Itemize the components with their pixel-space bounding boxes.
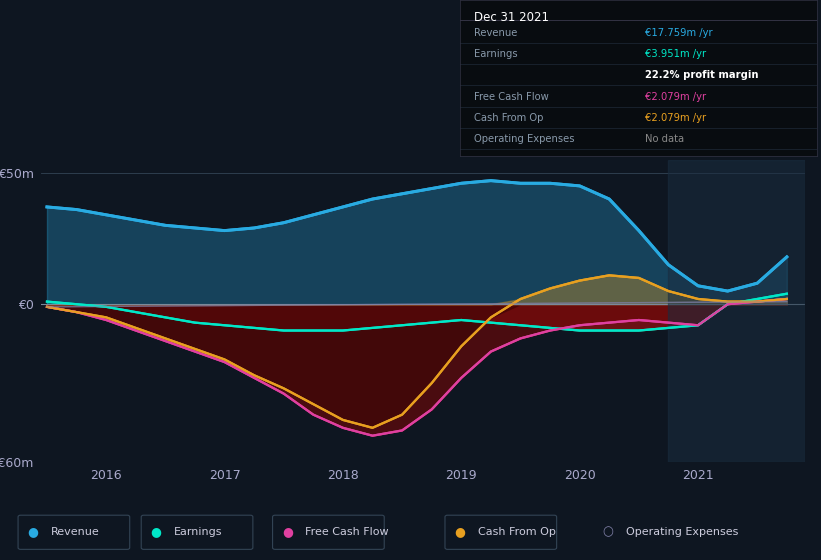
Text: Cash From Op: Cash From Op: [474, 113, 544, 123]
Text: Earnings: Earnings: [174, 527, 222, 537]
Text: €2.079m /yr: €2.079m /yr: [645, 92, 707, 102]
Text: ●: ●: [150, 525, 162, 539]
Text: Revenue: Revenue: [474, 28, 517, 38]
Text: ●: ●: [27, 525, 39, 539]
Text: €2.079m /yr: €2.079m /yr: [645, 113, 707, 123]
Text: Cash From Op: Cash From Op: [478, 527, 556, 537]
Text: Operating Expenses: Operating Expenses: [626, 527, 738, 537]
Text: Operating Expenses: Operating Expenses: [474, 134, 575, 144]
Text: ●: ●: [282, 525, 293, 539]
Text: Free Cash Flow: Free Cash Flow: [305, 527, 389, 537]
Text: ●: ●: [454, 525, 466, 539]
Text: Free Cash Flow: Free Cash Flow: [474, 92, 548, 102]
Text: Revenue: Revenue: [51, 527, 99, 537]
Text: €17.759m /yr: €17.759m /yr: [645, 28, 713, 38]
Text: No data: No data: [645, 134, 685, 144]
Text: ○: ○: [602, 525, 613, 539]
Text: Earnings: Earnings: [474, 49, 518, 59]
Bar: [668, 160, 805, 462]
Text: €3.951m /yr: €3.951m /yr: [645, 49, 707, 59]
Text: Dec 31 2021: Dec 31 2021: [474, 11, 549, 24]
Text: 22.2% profit margin: 22.2% profit margin: [645, 71, 759, 81]
